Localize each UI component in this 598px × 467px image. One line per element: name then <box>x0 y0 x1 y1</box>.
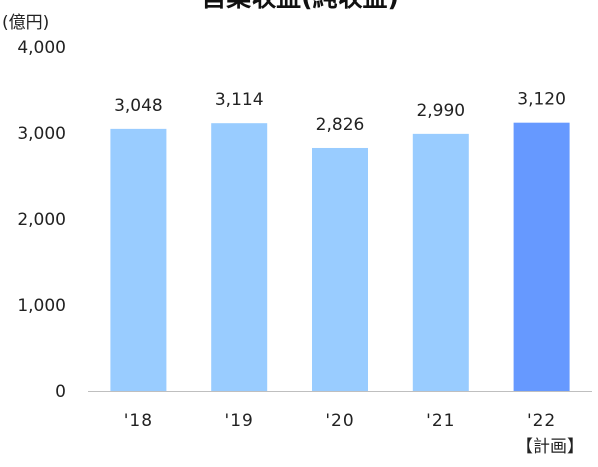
bar <box>211 123 268 392</box>
x-tick-label: '18 <box>124 411 153 431</box>
bar <box>110 128 167 391</box>
x-axis-ticks: '18 '19 '20 '21 '22 <box>124 411 556 431</box>
bar <box>513 122 570 392</box>
y-tick-label: 2,000 <box>17 210 66 230</box>
chart-title: 営業収益(純収益) <box>201 0 399 12</box>
y-axis-unit-label: (億円) <box>2 13 49 33</box>
x-tick-label: '19 <box>225 411 254 431</box>
bar-value-label: 2,826 <box>316 115 365 135</box>
x-tick-label: '20 <box>325 411 354 431</box>
y-tick-label: 0 <box>55 382 66 402</box>
bar-value-label: 2,990 <box>416 101 465 121</box>
bar-value-label: 3,048 <box>114 96 163 116</box>
x-tick-label: '21 <box>426 411 455 431</box>
bar <box>312 147 368 391</box>
y-tick-label: 3,000 <box>17 124 66 144</box>
plan-label: 【計画】 <box>516 437 584 457</box>
bar <box>412 133 469 392</box>
y-tick-label: 4,000 <box>17 38 66 58</box>
bars <box>110 122 570 392</box>
y-tick-label: 1,000 <box>17 296 66 316</box>
value-labels: 3,048 3,114 2,826 2,990 3,120 <box>114 90 566 135</box>
bar-value-label: 3,114 <box>215 90 264 110</box>
x-tick-label: '22 <box>527 411 556 431</box>
y-axis-ticks: 0 1,000 2,000 3,000 4,000 <box>17 38 66 402</box>
bar-value-label: 3,120 <box>517 90 566 110</box>
